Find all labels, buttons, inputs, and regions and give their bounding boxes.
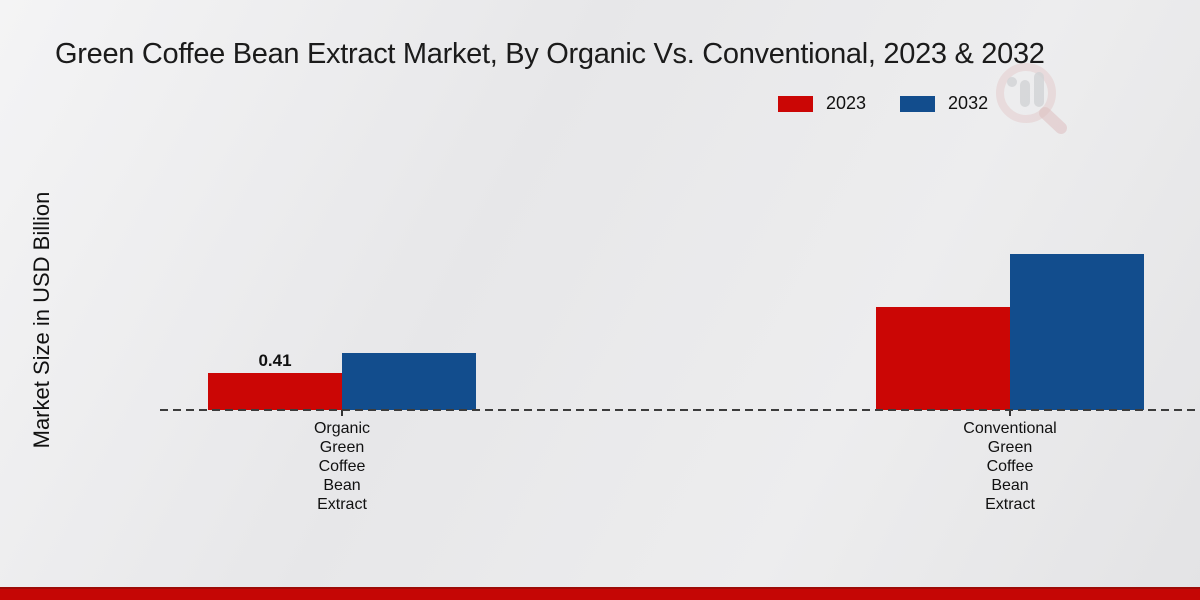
magnifier-ring-icon: [996, 63, 1056, 123]
legend-swatch-2032: [900, 95, 936, 112]
magnifier-handle-icon: [1039, 107, 1067, 134]
x-axis-tick-organic: [341, 410, 343, 416]
legend-label: 2023: [826, 93, 867, 113]
logo-dot-icon: [1007, 77, 1017, 87]
bar-2032-conventional: [1010, 254, 1144, 410]
legend-swatch-2023: [778, 95, 813, 112]
bar-2032-organic: [342, 353, 476, 410]
chart-title: Green Coffee Bean Extract Market, By Org…: [55, 38, 1045, 70]
watermark-logo: [996, 63, 1067, 134]
x-tick-label-organic: Organic Green Coffee Bean Extract: [313, 420, 371, 513]
x-tick-label-conventional: Conventional Green Coffee Bean Extract: [963, 420, 1057, 513]
legend-label: 2032: [948, 93, 989, 113]
legend: 2023 2032: [778, 93, 988, 114]
x-axis-tick-conventional: [1009, 410, 1011, 416]
legend-item-2032: 2032: [900, 93, 988, 114]
bar-2023-organic: [208, 373, 342, 410]
bar-2023-conventional: [876, 307, 1010, 410]
logo-bar-icon: [1020, 80, 1030, 107]
legend-item-2023: 2023: [778, 93, 866, 114]
y-axis-label: Market Size in USD Billion: [29, 191, 54, 449]
logo-bar-icon: [1034, 72, 1044, 107]
bar-value-label-2023-organic: 0.41: [258, 351, 292, 370]
x-axis-baseline: [160, 409, 1200, 411]
footer-accent-bar: [0, 587, 1200, 600]
